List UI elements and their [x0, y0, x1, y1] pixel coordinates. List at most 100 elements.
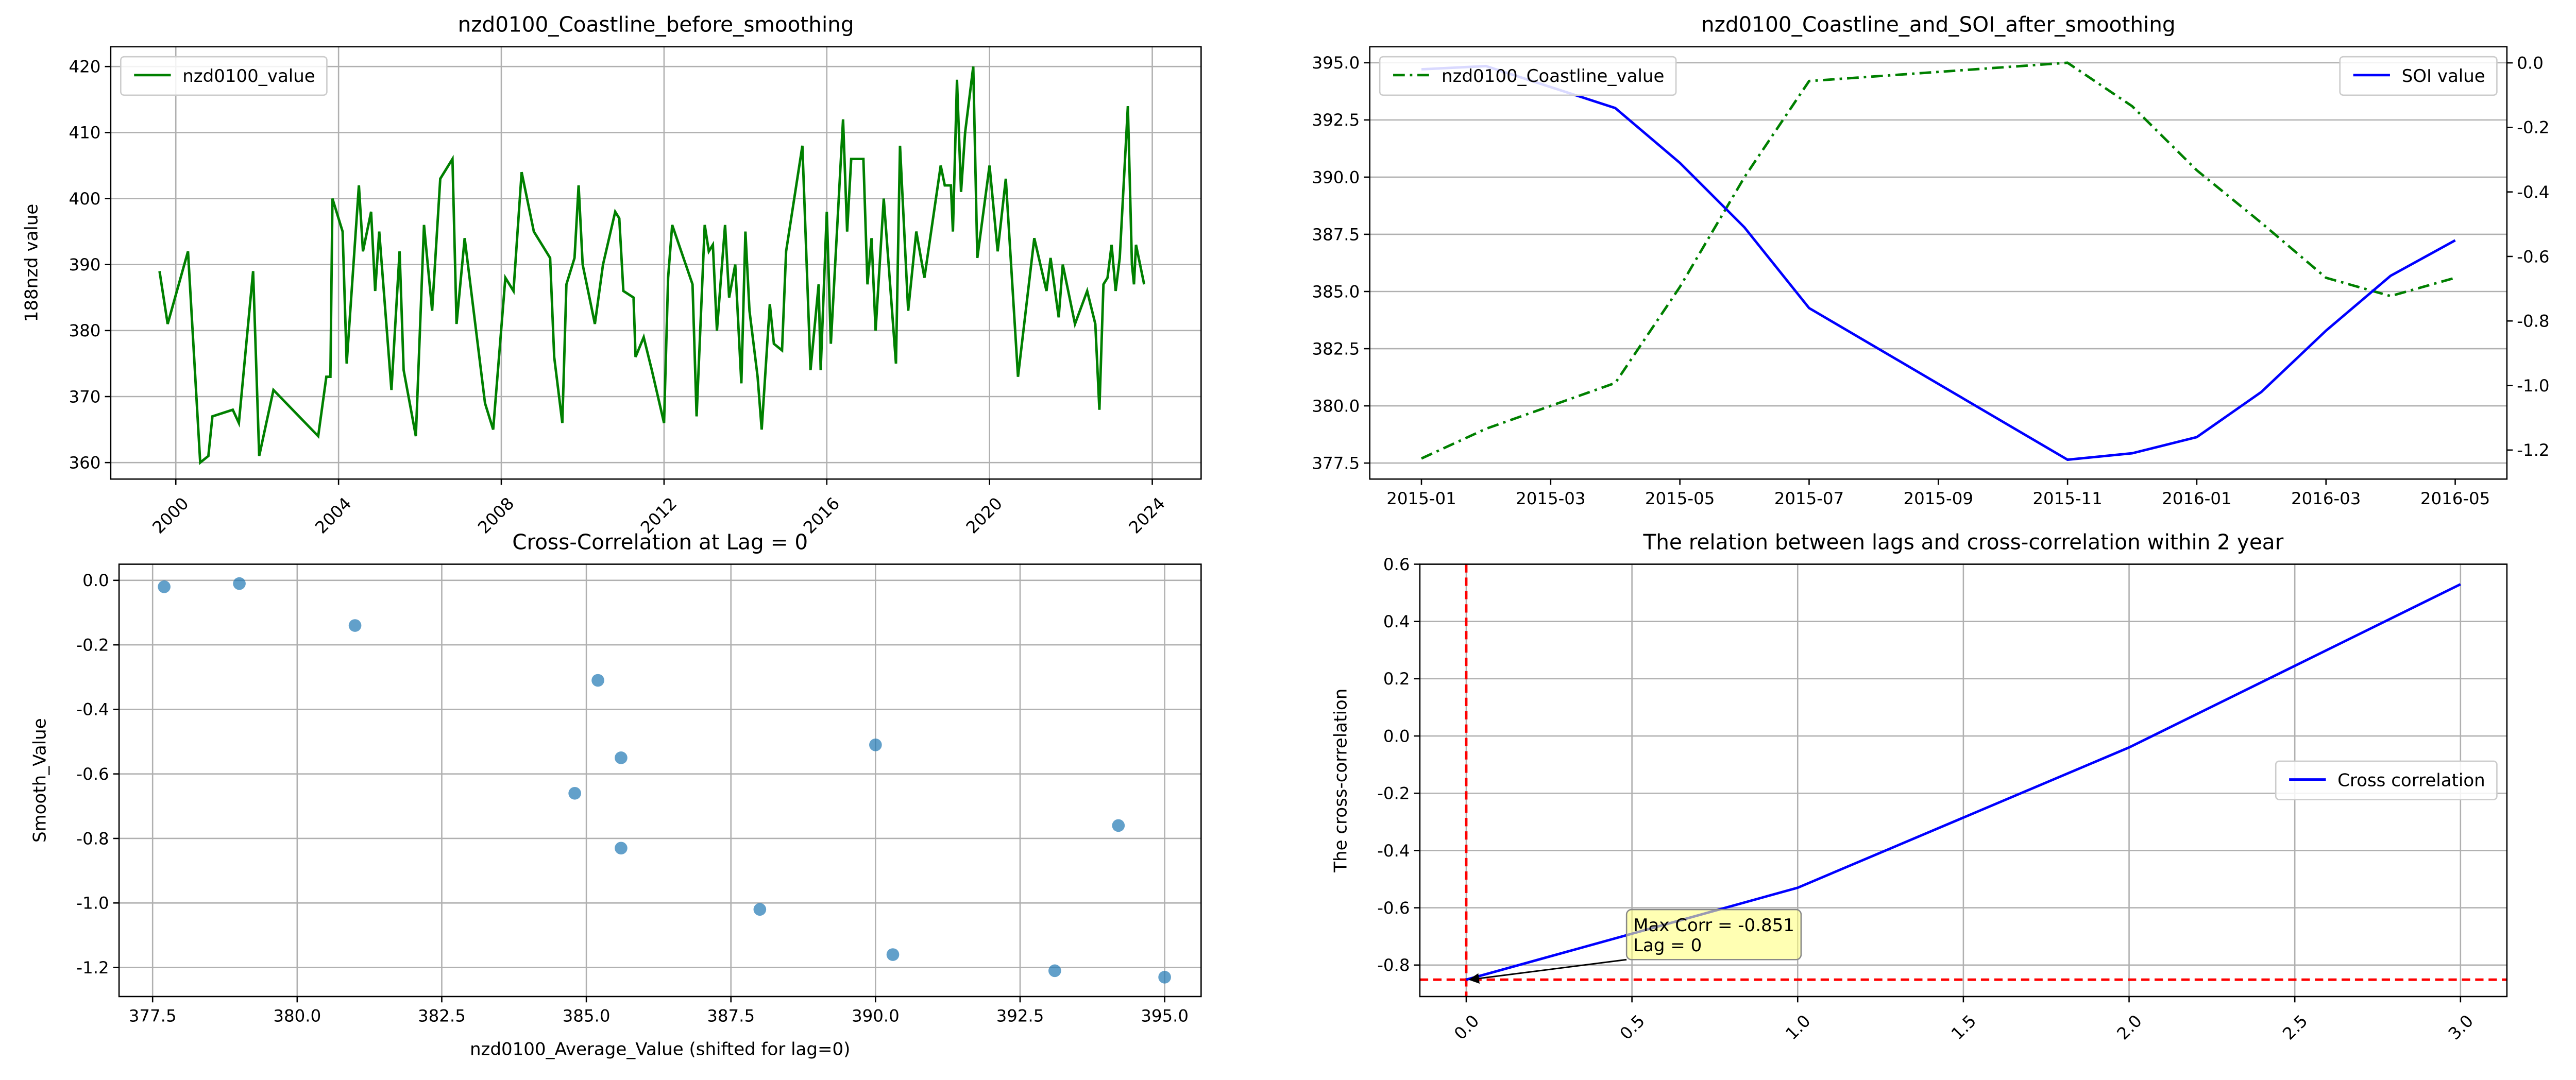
- y-axis-label: The cross-correlation: [1330, 689, 1351, 873]
- scatter-point: [158, 580, 171, 593]
- scatter-point: [886, 948, 900, 961]
- y-tick-label: -0.2: [76, 635, 109, 655]
- scatter-point: [753, 903, 767, 916]
- legend-frame: [1379, 56, 1677, 96]
- subplot: The relation between lags and cross-corr…: [1330, 529, 2508, 1043]
- y-tick-label: 382.5: [1312, 339, 1360, 358]
- y-tick-label: 390: [69, 255, 101, 275]
- x-tick-label: 387.5: [707, 1006, 755, 1026]
- scatter-point: [1112, 819, 1125, 832]
- x-tick-label: 2015-07: [1774, 489, 1844, 508]
- y-tick-label: -0.4: [2517, 182, 2549, 202]
- y-tick-label: 420: [69, 57, 101, 77]
- series-line: [1420, 61, 2456, 460]
- y-tick-label: -1.0: [76, 894, 109, 913]
- y-tick-label: 390.0: [1312, 167, 1360, 187]
- x-tick-label: 380.0: [273, 1006, 321, 1026]
- x-tick-label: 385.0: [563, 1006, 611, 1026]
- y-tick-label: -1.2: [2517, 440, 2549, 460]
- x-tick-label: 2015-11: [2032, 489, 2102, 508]
- scatter-point: [869, 738, 882, 751]
- y-tick-label: -1.0: [2517, 376, 2549, 396]
- y-tick-label: -0.2: [1377, 784, 1410, 803]
- subplot: nzd0100_Coastline_and_SOI_after_smoothin…: [1312, 12, 2576, 508]
- y-tick-label: -0.8: [76, 829, 109, 848]
- scatter-point: [615, 751, 628, 764]
- axes-frame: [1369, 46, 2508, 480]
- x-tick-label: 392.5: [996, 1006, 1044, 1026]
- x-tick-label: 395.0: [1141, 1006, 1189, 1026]
- scatter-point: [348, 619, 362, 632]
- x-tick-label: 2016-01: [2162, 489, 2231, 508]
- y-tick-label: 387.5: [1312, 225, 1360, 244]
- legend-label: nzd0100_value: [182, 66, 315, 87]
- legend: SOI value: [2339, 56, 2498, 96]
- y-axis-label: 188nzd value: [21, 204, 42, 322]
- legend-label: nzd0100_Coastline_value: [1442, 66, 1664, 87]
- axes-frame: [110, 46, 1202, 480]
- legend: nzd0100_value: [120, 56, 328, 96]
- y-tick-label: -0.6: [76, 764, 109, 784]
- y-tick-label: 392.5: [1312, 110, 1360, 130]
- scatter-point: [1048, 964, 1061, 978]
- legend-label: Cross correlation: [2337, 770, 2485, 791]
- series-line: [1421, 64, 2456, 461]
- subplot: Cross-Correlation at Lag = 0 377.5 380.0 38…: [29, 529, 1202, 1059]
- x-tick-label: 382.5: [418, 1006, 466, 1026]
- y-tick-label: 385.0: [1312, 282, 1360, 301]
- y-tick-label: 0.0: [1383, 726, 1410, 746]
- axes-frame: [1419, 563, 2508, 998]
- x-tick-label: 2016-05: [2420, 489, 2490, 508]
- legend-frame: [2275, 760, 2498, 800]
- scatter-point: [568, 786, 581, 800]
- x-tick-label: 2015-09: [1904, 489, 1973, 508]
- y-axis-label: Smooth_Value: [29, 718, 50, 843]
- chart-title: Cross-Correlation at Lag = 0: [512, 529, 808, 554]
- annotation-arrow: [1468, 958, 1627, 984]
- y-tick-label: 400: [69, 189, 101, 209]
- y-tick-label: 395.0: [1312, 53, 1360, 73]
- annotation-box: [1625, 908, 1802, 961]
- axes-frame: [118, 563, 1202, 998]
- x-axis-label: nzd0100_Average_Value (shifted for lag=0…: [470, 1039, 850, 1059]
- y-tick-label: -0.4: [76, 700, 109, 719]
- scatter-point: [233, 577, 246, 590]
- scatter-point: [615, 842, 628, 855]
- y-tick-label: -1.2: [76, 958, 109, 978]
- scatter-point: [591, 674, 604, 687]
- y-tick-label: 380.0: [1312, 396, 1360, 416]
- y-tick-label: 0.6: [1383, 555, 1410, 574]
- chart-title: The relation between lags and cross-corr…: [1643, 529, 2284, 554]
- legend-frame: [2339, 56, 2498, 96]
- y-tick-label: -0.8: [1377, 955, 1410, 975]
- legend-frame: [120, 56, 328, 96]
- y-tick-label: 360: [69, 453, 101, 473]
- y-tick-label: -0.6: [2517, 247, 2549, 266]
- x-tick-label: 2015-05: [1645, 489, 1715, 508]
- x-tick-label: 377.5: [129, 1006, 177, 1026]
- y-tick-label: -0.4: [1377, 841, 1410, 861]
- y-tick-label: -0.2: [2517, 118, 2549, 138]
- legend: Cross correlation: [2275, 760, 2498, 800]
- legend-label: SOI value: [2402, 66, 2485, 87]
- y-tick-label: 0.2: [1383, 669, 1410, 689]
- y-tick-label: 0.4: [1383, 612, 1410, 631]
- annotation-text: Lag = 0: [1633, 935, 1702, 956]
- y-tick-label: 0.0: [82, 571, 109, 590]
- x-tick-label: 2015-03: [1516, 489, 1585, 508]
- chart-title: nzd0100_Coastline_before_smoothing: [458, 12, 854, 37]
- x-tick-label: 2016-03: [2291, 489, 2361, 508]
- y-tick-label: -0.6: [1377, 898, 1410, 918]
- y-tick-label: 377.5: [1312, 453, 1360, 473]
- annotation-text: Max Corr = -0.851: [1633, 915, 1794, 936]
- y-tick-label: 0.0: [2517, 53, 2544, 73]
- y-tick-label: 410: [69, 123, 101, 143]
- chart-title: nzd0100_Coastline_and_SOI_after_smoothin…: [1701, 12, 2176, 37]
- legend: nzd0100_Coastline_value: [1379, 56, 1677, 96]
- scatter-point: [1158, 971, 1171, 984]
